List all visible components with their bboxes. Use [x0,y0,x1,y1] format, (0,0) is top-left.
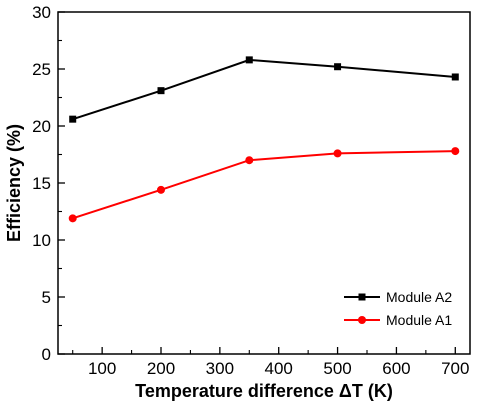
data-point-module-a1 [68,214,77,223]
data-point-module-a2 [451,73,459,81]
series-line-module-a1 [72,150,456,220]
legend-item-module-a2: Module A2 [344,289,452,305]
x-tick-label: 400 [265,359,293,378]
y-axis-ticks: 0 5 10 15 20 25 30 [32,3,65,364]
x-tick-label: 600 [382,359,410,378]
series-layer [68,56,460,223]
data-point-module-a2 [157,87,165,95]
x-tick-label: 500 [323,359,351,378]
legend-label-module-a2: Module A2 [386,289,452,305]
data-point-module-a1 [245,156,254,165]
x-axis-ticks: 100 200 300 400 500 600 700 [72,347,469,378]
data-point-module-a2 [69,115,77,123]
y-axis-title: Efficiency (%) [4,124,24,242]
x-tick-label: 300 [206,359,234,378]
data-point-module-a1 [451,147,460,156]
y-tick-label: 5 [42,288,51,307]
data-point-module-a2 [245,56,253,64]
y-tick-label: 15 [32,174,51,193]
x-tick-label: 200 [147,359,175,378]
legend-item-module-a1: Module A1 [344,312,452,328]
legend-marker-module-a1 [358,316,366,324]
legend-label-module-a1: Module A1 [386,312,452,328]
series-line-module-a2 [72,58,456,121]
y-tick-label: 10 [32,231,51,250]
x-tick-label: 700 [441,359,469,378]
x-axis-title: Temperature difference ΔT (K) [135,381,393,401]
y-tick-label: 25 [32,60,51,79]
y-tick-label: 0 [42,345,51,364]
y-tick-label: 20 [32,117,51,136]
legend-marker-module-a2 [358,293,366,301]
y-tick-label: 30 [32,3,51,22]
data-point-module-a2 [334,63,342,71]
data-point-module-a1 [333,149,342,158]
legend: Module A2 Module A1 [344,289,452,328]
x-tick-label: 100 [88,359,116,378]
data-point-module-a1 [157,185,165,194]
